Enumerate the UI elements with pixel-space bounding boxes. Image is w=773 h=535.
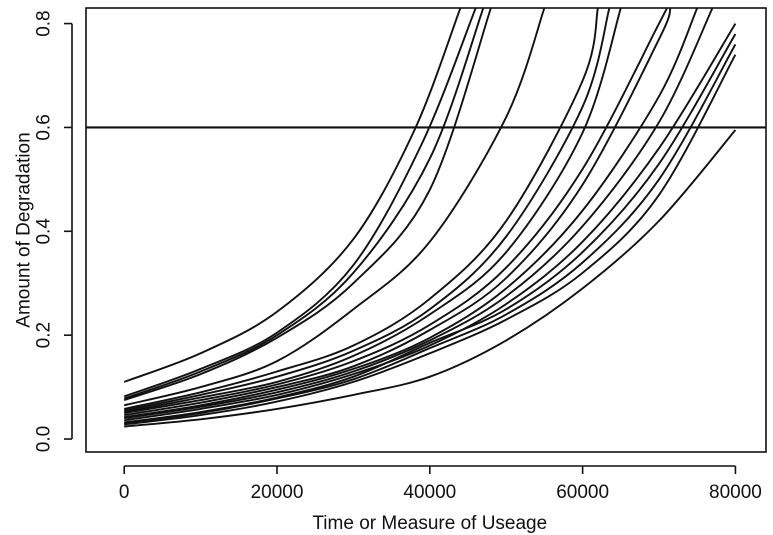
y-axis-title: Amount of Degradation [14,132,35,327]
curves-group [123,8,737,428]
x-tick-label: 80000 [709,482,762,503]
degradation-curve-10 [124,8,672,417]
x-axis: 0 20000 40000 60000 80000 [119,465,762,503]
x-tick-label: 60000 [556,482,609,503]
degradation-curve-11 [124,8,699,419]
x-tick-label: 40000 [403,482,456,503]
degradation-curve-16 [124,54,737,426]
degradation-curve-2 [123,8,477,398]
x-axis-title: Time or Measure of Useage [312,513,547,534]
degradation-curve-12 [124,8,714,420]
degradation-curve-5 [123,8,546,407]
degradation-curve-4 [123,8,492,401]
degradation-curve-1 [123,8,462,383]
plot-frame [85,7,767,453]
degradation-curve-13 [124,23,737,422]
degradation-curve-15 [124,43,737,425]
degradation-curve-6 [123,8,599,410]
y-tick-label: 0.4 [34,218,55,245]
y-tick-label: 0.8 [34,10,55,36]
y-tick-label: 0.0 [34,426,55,452]
y-tick-label: 0.2 [34,322,55,348]
degradation-curve-9 [124,8,669,415]
y-axis: 0.0 0.2 0.4 0.6 0.8 [34,10,73,452]
degradation-curve-7 [124,8,611,412]
degradation-curve-8 [124,8,622,413]
y-tick-label: 0.6 [34,114,55,140]
degradation-curve-3 [123,8,485,400]
degradation-curve-17 [124,129,737,428]
x-tick-label: 20000 [251,482,304,503]
x-tick-label: 0 [119,482,130,503]
